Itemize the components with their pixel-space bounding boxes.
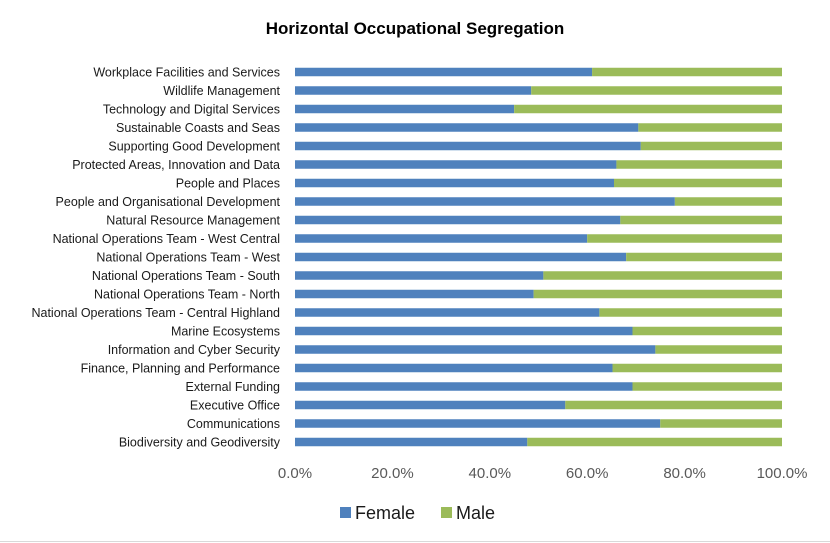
- bottom-divider: [0, 541, 830, 542]
- category-label: Natural Resource Management: [106, 214, 280, 228]
- bar-female: [295, 86, 532, 95]
- bar-female: [295, 252, 627, 262]
- bar-male: [626, 252, 782, 262]
- x-tick-label: 20.0%: [371, 465, 414, 482]
- bar-female: [295, 215, 621, 225]
- bar-female: [295, 326, 633, 336]
- bar-male: [587, 234, 782, 243]
- bar-male: [632, 382, 782, 391]
- category-label: People and Places: [176, 177, 280, 191]
- bar-female: [295, 104, 515, 114]
- category-label: National Operations Team - Central Highl…: [31, 306, 280, 320]
- bar-male: [531, 86, 782, 95]
- bar-male: [533, 289, 782, 299]
- category-label: External Funding: [185, 380, 280, 394]
- bars-layer: [295, 67, 783, 447]
- category-label: Communications: [187, 417, 280, 431]
- bar-female: [295, 160, 617, 169]
- category-label: People and Organisational Development: [56, 195, 281, 209]
- bar-male: [592, 67, 782, 77]
- bar-female: [295, 289, 534, 299]
- category-label: Protected Areas, Innovation and Data: [72, 158, 280, 172]
- bar-male: [674, 197, 782, 206]
- x-tick-label: 80.0%: [663, 465, 706, 482]
- bar-female: [295, 123, 639, 132]
- bar-female: [295, 437, 528, 447]
- bar-female: [295, 141, 641, 151]
- bar-female: [295, 363, 613, 373]
- category-label: Wildlife Management: [163, 84, 280, 98]
- bar-female: [295, 345, 656, 354]
- bar-male: [514, 104, 782, 114]
- legend-label-male: Male: [456, 503, 495, 523]
- bar-female: [295, 197, 675, 206]
- bar-male: [599, 308, 783, 317]
- legend-swatch-male: [441, 507, 452, 518]
- category-label: Information and Cyber Security: [108, 343, 281, 357]
- bar-female: [295, 400, 566, 410]
- category-label: Sustainable Coasts and Seas: [116, 121, 280, 135]
- legend: Female Male: [340, 503, 495, 523]
- category-labels: Workplace Facilities and Services Wildlif…: [31, 66, 280, 450]
- x-tick-label: 60.0%: [566, 465, 609, 482]
- category-label: National Operations Team - West Central: [53, 232, 280, 246]
- bar-male: [620, 215, 782, 225]
- category-label: Finance, Planning and Performance: [81, 362, 280, 376]
- x-axis-tick-labels: 0.0% 20.0% 40.0% 60.0% 80.0% 100.0%: [278, 465, 808, 482]
- bar-female: [295, 308, 600, 317]
- category-label: Supporting Good Development: [108, 140, 280, 154]
- legend-swatch-female: [340, 507, 351, 518]
- bar-female: [295, 271, 544, 280]
- bar-female: [295, 234, 588, 243]
- bar-female: [295, 382, 633, 391]
- bar-male: [640, 141, 782, 151]
- bar-male: [638, 123, 782, 132]
- category-label: Biodiversity and Geodiversity: [119, 436, 281, 450]
- bar-female: [295, 178, 614, 188]
- bar-male: [527, 437, 782, 447]
- category-label: Technology and Digital Services: [103, 103, 280, 117]
- bar-male: [565, 400, 782, 410]
- bar-male: [632, 326, 782, 336]
- bar-male: [612, 363, 782, 373]
- bar-male: [655, 345, 782, 354]
- category-label: National Operations Team - South: [92, 269, 280, 283]
- bar-female: [295, 67, 593, 77]
- x-tick-label: 0.0%: [278, 465, 312, 482]
- legend-label-female: Female: [355, 503, 415, 523]
- category-label: National Operations Team - West: [96, 251, 280, 265]
- bar-male: [613, 178, 782, 188]
- category-label: National Operations Team - North: [94, 288, 280, 302]
- x-tick-label: 40.0%: [469, 465, 512, 482]
- category-label: Marine Ecosystems: [171, 325, 280, 339]
- bar-male: [660, 419, 782, 428]
- category-label: Executive Office: [190, 399, 280, 413]
- bar-male: [616, 160, 782, 169]
- bar-female: [295, 419, 661, 428]
- bar-male: [543, 271, 782, 280]
- category-label: Workplace Facilities and Services: [93, 66, 280, 80]
- chart-title: Horizontal Occupational Segregation: [266, 19, 564, 38]
- x-tick-label: 100.0%: [757, 465, 808, 482]
